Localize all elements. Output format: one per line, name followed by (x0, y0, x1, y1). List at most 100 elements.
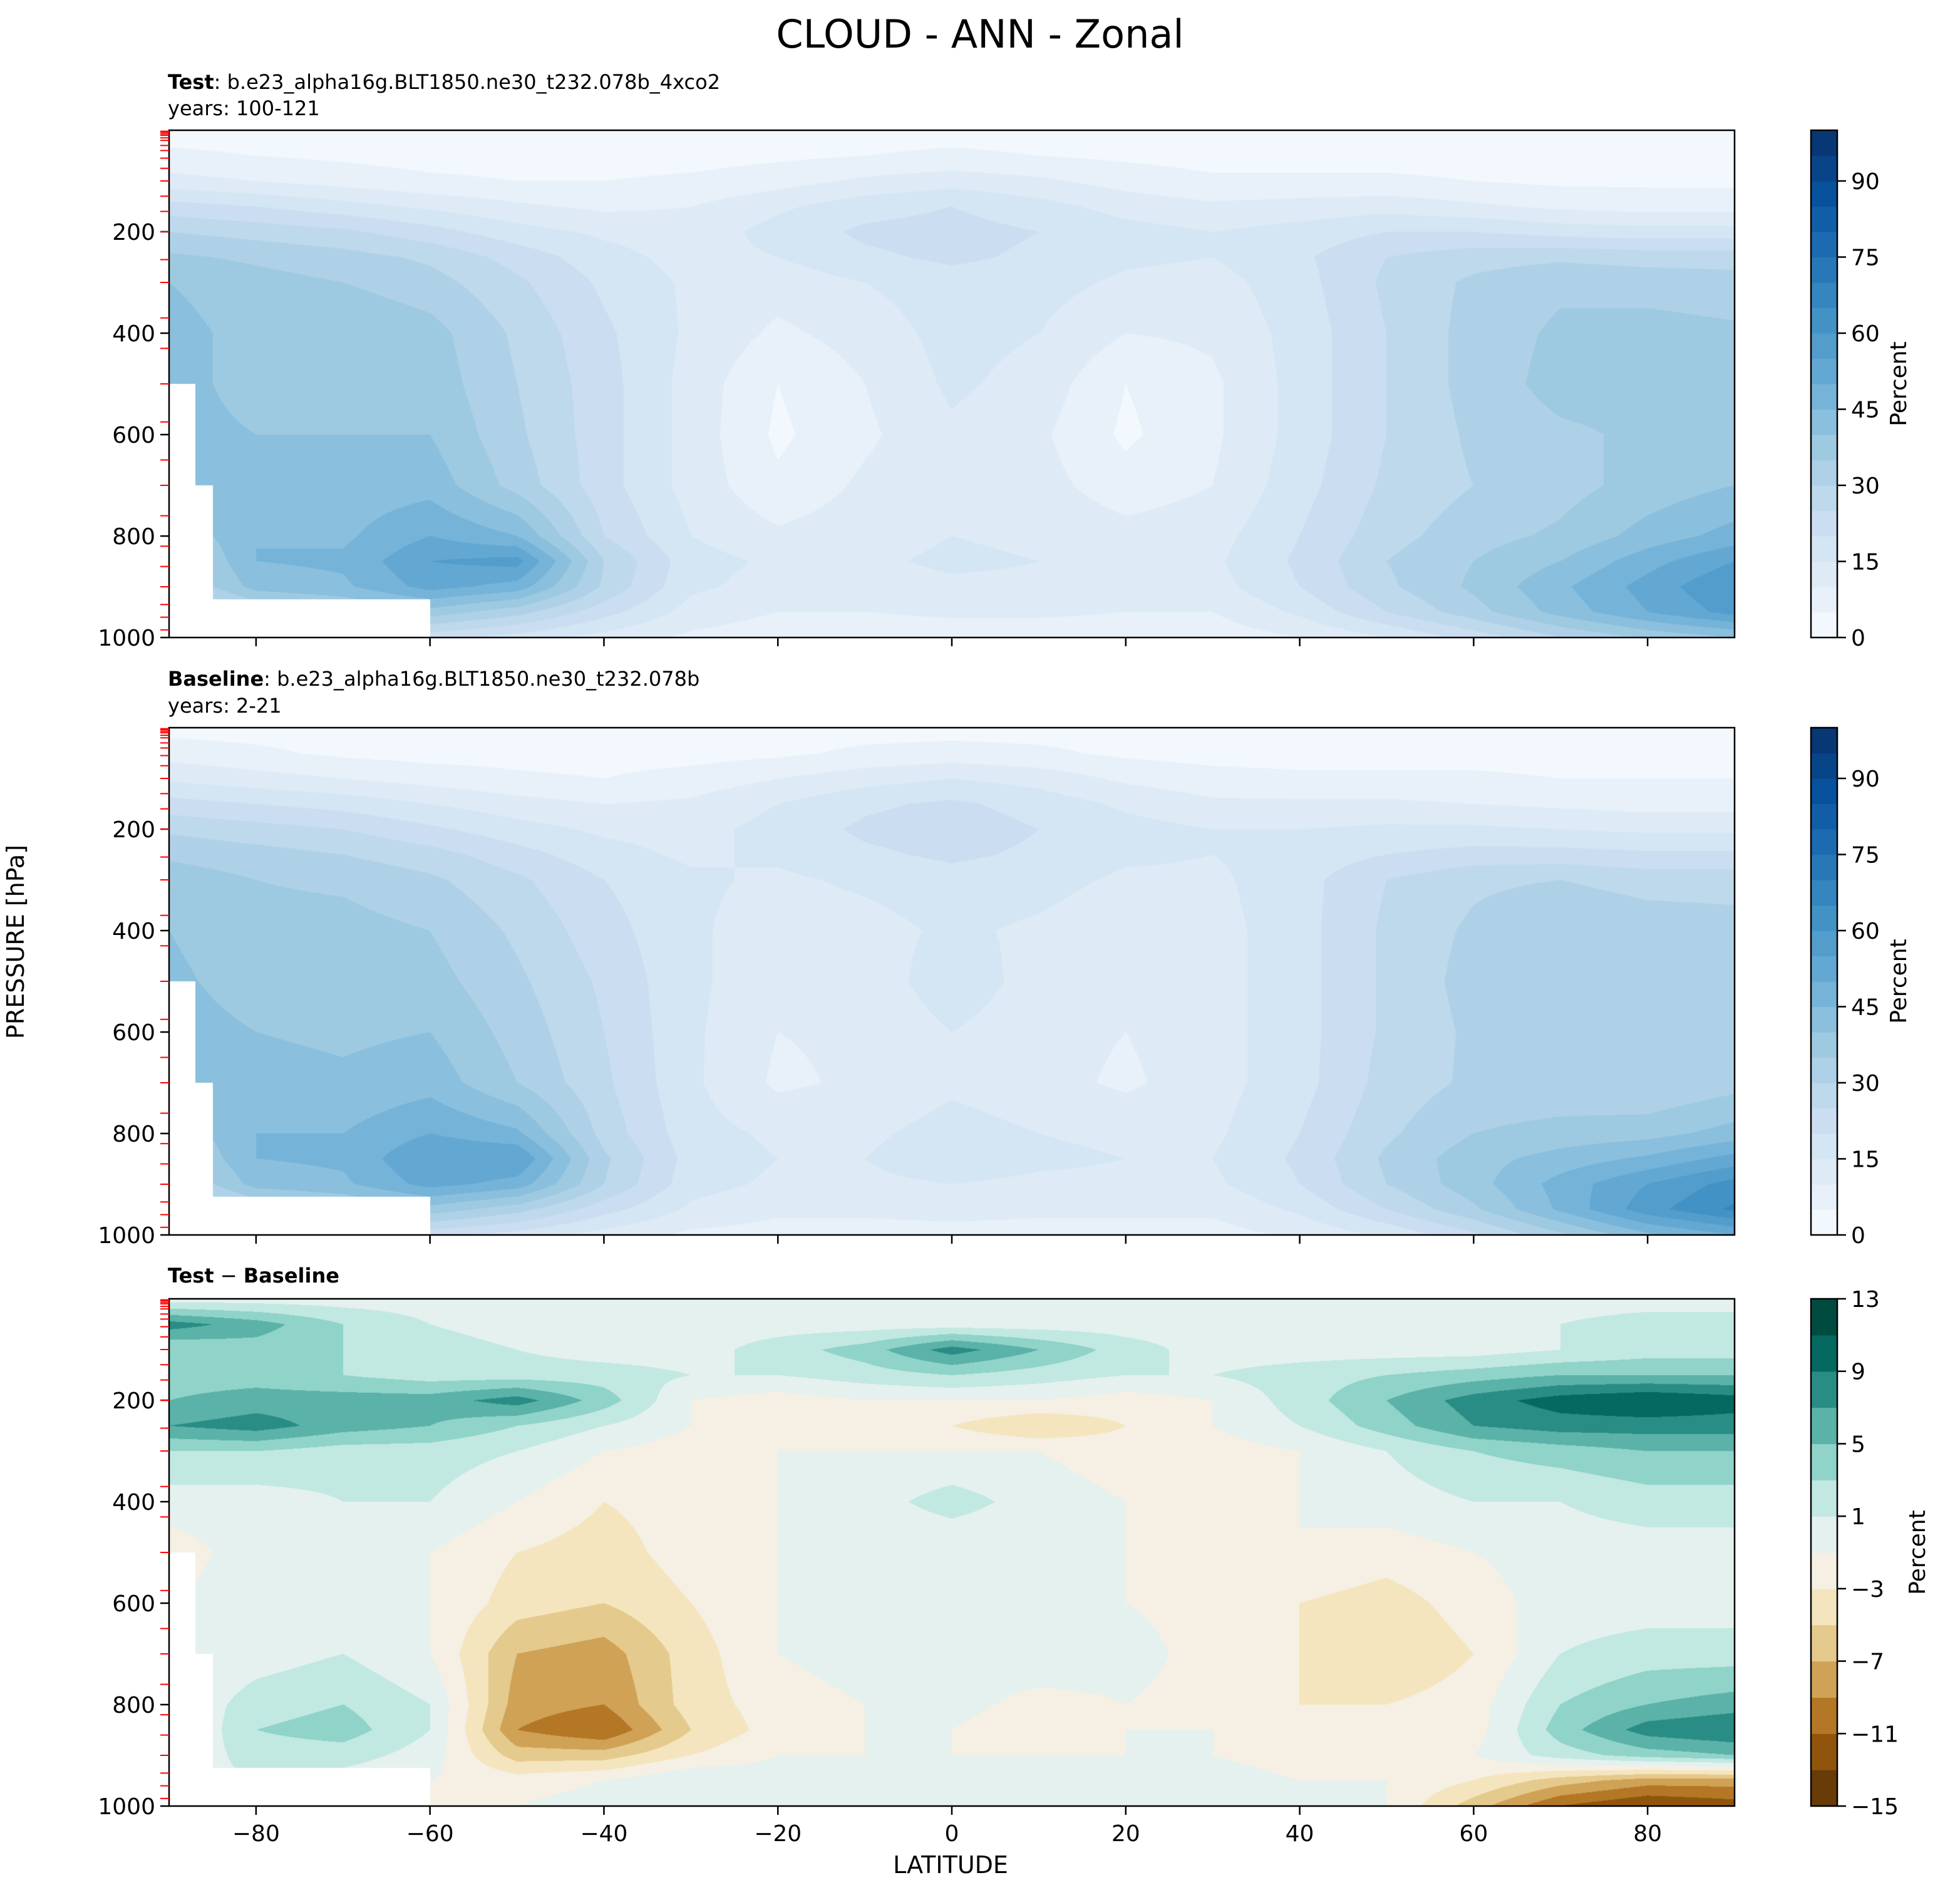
y-tick-label-3-2: 600 (112, 1591, 155, 1617)
x-tick-label-0: −80 (232, 1821, 280, 1847)
colorbar-2-band-8 (1811, 1006, 1837, 1033)
colorbar-2-band-12 (1811, 905, 1837, 931)
panel-1-title-text: : b.e23_alpha16g.BLT1850.ne30_t232.078b_… (214, 70, 721, 94)
colorbar-2-band-11 (1811, 931, 1837, 957)
colorbar-2-band-10 (1811, 956, 1837, 982)
colorbar-1-band-7 (1811, 435, 1837, 461)
panel-2-title-text: : b.e23_alpha16g.BLT1850.ne30_t232.078b (264, 667, 700, 691)
colorbar-2-band-1 (1811, 1184, 1837, 1211)
colorbar-2-tick-label-2: 30 (1851, 1071, 1880, 1097)
y-tick-label-3-1: 400 (112, 1490, 155, 1515)
y-tick-label-1-1: 400 (112, 321, 155, 347)
colorbar-1-tick-label-3: 45 (1851, 398, 1880, 423)
y-tick-label-2-4: 1000 (98, 1223, 155, 1249)
panel-1-subtitle: years: 100-121 (168, 96, 320, 120)
colorbar-1-frame (1810, 129, 1839, 639)
colorbar-2-band-3 (1811, 1133, 1837, 1160)
colorbar-1-tick-label-2: 30 (1851, 473, 1880, 499)
colorbar-1-band-19 (1811, 130, 1837, 157)
colorbar-2-tick-label-1: 15 (1851, 1147, 1880, 1173)
panel-2-subtitle: years: 2-21 (168, 694, 282, 718)
colorbar-3-frame (1810, 1298, 1839, 1807)
y-tick-label-1-0: 200 (112, 220, 155, 245)
colorbar-1-band-2 (1811, 561, 1837, 587)
colorbar-1-band-6 (1811, 460, 1837, 486)
y-tick-label-3-3: 800 (112, 1693, 155, 1718)
colorbar-2-band-15 (1811, 829, 1837, 855)
colorbar-2-band-2 (1811, 1159, 1837, 1185)
colorbar-3-tick-label-3: 1 (1851, 1504, 1865, 1530)
x-tick-label-8: 80 (1633, 1821, 1662, 1847)
colorbar-1-band-15 (1811, 232, 1837, 258)
x-tick-label-3: −20 (754, 1821, 802, 1847)
colorbar-3-band-0 (1811, 1770, 1837, 1807)
colorbar-1-tick-label-5: 75 (1851, 245, 1880, 271)
colorbar-3-band-8 (1811, 1480, 1837, 1517)
colorbar-1-band-13 (1811, 282, 1837, 309)
colorbar-3-band-2 (1811, 1697, 1837, 1734)
panel-1-title: Test: b.e23_alpha16g.BLT1850.ne30_t232.0… (168, 69, 720, 95)
colorbar-2-band-16 (1811, 803, 1837, 830)
colorbar-2-band-7 (1811, 1032, 1837, 1058)
x-tick-label-1: −60 (406, 1821, 454, 1847)
colorbar-1-band-10 (1811, 358, 1837, 385)
panel-2-frame (168, 726, 1736, 1236)
panel-1-title-bold: Test (168, 70, 214, 94)
colorbar-1-tick-label-6: 90 (1851, 169, 1880, 195)
colorbar-3-tick-label-2: 5 (1851, 1432, 1865, 1457)
colorbar-1-tick-label-1: 15 (1851, 550, 1880, 576)
colorbar-2-tick-label-0: 0 (1851, 1223, 1865, 1249)
colorbar-3-band-10 (1811, 1407, 1837, 1445)
colorbar-2-band-14 (1811, 854, 1837, 880)
colorbar-2-tick-label-4: 60 (1851, 919, 1880, 944)
colorbar-1-band-1 (1811, 587, 1837, 613)
colorbar-1-band-16 (1811, 206, 1837, 232)
colorbar-2-label: Percent (1886, 939, 1912, 1023)
colorbar-3-tick-label-1: 9 (1851, 1360, 1865, 1385)
colorbar-3-tick-label-6: −11 (1851, 1722, 1899, 1747)
y-tick-label-2-0: 200 (112, 817, 155, 843)
y-tick-label-2-1: 400 (112, 919, 155, 944)
colorbar-2-tick-label-6: 90 (1851, 767, 1880, 792)
y-tick-label-2-3: 800 (112, 1122, 155, 1147)
y-tick-label-1-3: 800 (112, 524, 155, 550)
colorbar-2-band-17 (1811, 778, 1837, 805)
x-axis-label: LATITUDE (893, 1851, 1008, 1879)
colorbar-3-band-12 (1811, 1335, 1837, 1372)
y-tick-label-1-4: 1000 (98, 626, 155, 651)
colorbar-3-tick-label-5: −7 (1851, 1650, 1884, 1675)
colorbar-2-band-0 (1811, 1209, 1837, 1236)
colorbar-3-tick-label-0: 13 (1851, 1287, 1880, 1313)
colorbar-2-band-5 (1811, 1083, 1837, 1109)
colorbar-2-band-18 (1811, 753, 1837, 779)
panel-2-title-bold: Baseline (168, 667, 264, 691)
colorbar-3-band-11 (1811, 1371, 1837, 1408)
colorbar-1-band-9 (1811, 384, 1837, 410)
panel-3-title-bold: Test (168, 1264, 214, 1288)
panel-2-contour-fill (169, 728, 1735, 1235)
colorbar-2-band-9 (1811, 981, 1837, 1008)
colorbar-3-band-5 (1811, 1588, 1837, 1626)
panel-1-frame (168, 129, 1736, 639)
colorbar-3-band-9 (1811, 1443, 1837, 1480)
colorbar-1-band-8 (1811, 409, 1837, 435)
colorbar-1-band-18 (1811, 155, 1837, 182)
colorbar-1-tick-label-0: 0 (1851, 626, 1865, 651)
panel-3-contour-fill (169, 1299, 1735, 1806)
panel-3-title: Test − Baseline (168, 1262, 339, 1289)
colorbar-2-band-6 (1811, 1057, 1837, 1083)
colorbar-3-band-6 (1811, 1552, 1837, 1589)
colorbar-1-tick-label-4: 60 (1851, 321, 1880, 347)
x-tick-label-5: 20 (1112, 1821, 1140, 1847)
colorbar-1-band-11 (1811, 333, 1837, 359)
colorbar-2-frame (1810, 726, 1839, 1236)
y-tick-label-2-2: 600 (112, 1020, 155, 1046)
colorbar-1-band-17 (1811, 181, 1837, 207)
colorbar-1-band-14 (1811, 257, 1837, 283)
panel-3-title-mid: − (214, 1264, 244, 1288)
colorbar-2-band-4 (1811, 1108, 1837, 1134)
x-tick-label-2: −40 (580, 1821, 627, 1847)
panel-3-frame (168, 1298, 1736, 1807)
x-tick-label-7: 60 (1459, 1821, 1488, 1847)
